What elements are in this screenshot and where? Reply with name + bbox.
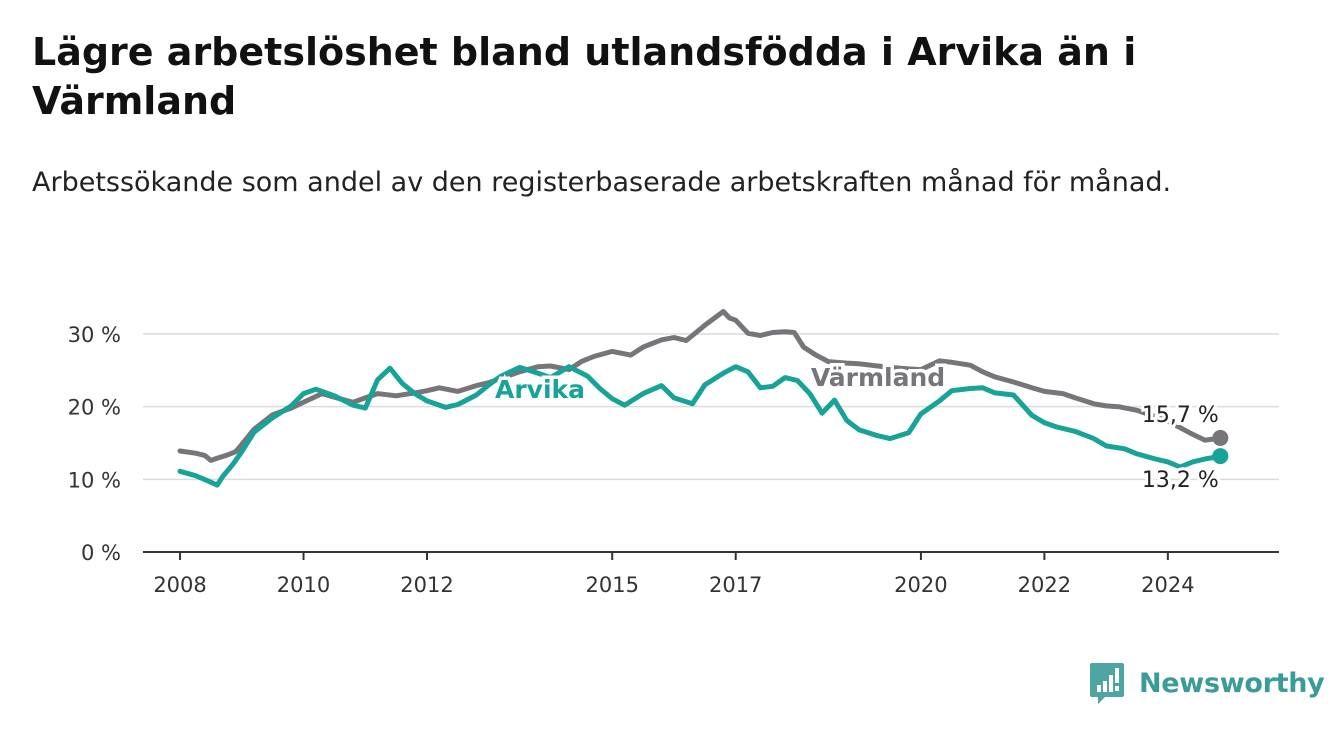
x-axis-ticks: 2008 2010 2012 2015 2017 2020 2022 2024	[153, 552, 1195, 597]
series-label-värmland: Värmland	[811, 363, 945, 392]
y-tick-label: 0 %	[81, 541, 121, 565]
series-label-arvika: Arvika	[495, 375, 585, 404]
chart-subtitle: Arbetssökande som andel av den registerb…	[32, 167, 1172, 198]
end-value-label: 15,7 %	[1142, 403, 1219, 428]
x-tick-label: 2024	[1141, 573, 1194, 597]
series-line-arvika	[177, 364, 1223, 488]
newsworthy-logo-icon	[1090, 663, 1124, 704]
x-tick-label: 2015	[585, 573, 638, 597]
series-lines	[177, 309, 1229, 488]
x-tick-label: 2017	[709, 573, 762, 597]
brand-name: Newsworthy	[1139, 667, 1325, 699]
end-point-arvika	[1212, 448, 1229, 465]
brand-logo: Newsworthy	[1089, 660, 1325, 706]
end-point-värmland	[1212, 429, 1229, 446]
series-labels: 15,7 % Värmland 13,2 % Arvika	[491, 360, 1221, 497]
chart-title: Lägre arbetslöshet bland utlandsfödda i …	[32, 30, 1137, 123]
y-tick-label: 10 %	[68, 468, 121, 492]
end-value-label: 13,2 %	[1142, 468, 1219, 493]
x-tick-label: 2012	[400, 573, 453, 597]
gridlines	[143, 333, 1279, 553]
y-axis-ticks: 0 % 10 % 20 % 30 %	[68, 323, 121, 565]
x-tick-label: 2022	[1018, 573, 1071, 597]
y-tick-label: 20 %	[68, 396, 121, 420]
y-tick-label: 30 %	[68, 323, 121, 347]
x-tick-label: 2008	[153, 573, 206, 597]
x-tick-label: 2010	[277, 573, 330, 597]
x-tick-label: 2020	[894, 573, 947, 597]
